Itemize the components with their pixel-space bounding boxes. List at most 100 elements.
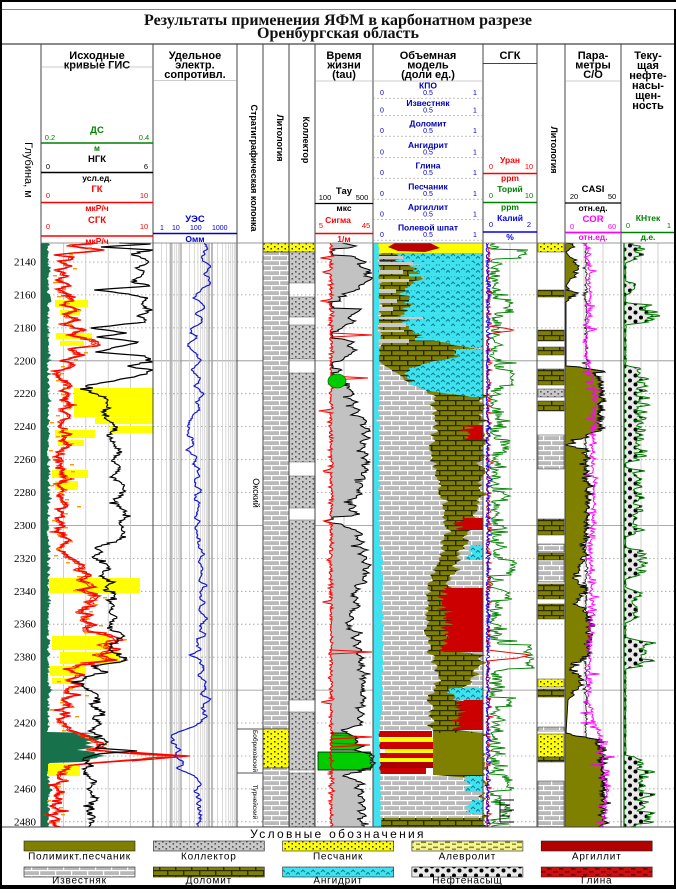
svg-text:щен-: щен- (635, 90, 661, 102)
svg-text:2440: 2440 (14, 751, 37, 763)
svg-text:модель: модель (407, 60, 449, 72)
svg-text:Известняк: Известняк (52, 876, 107, 887)
svg-text:Глубина, м: Глубина, м (22, 142, 34, 198)
svg-text:0.5: 0.5 (423, 191, 433, 198)
svg-text:0: 0 (46, 222, 50, 231)
svg-text:10: 10 (140, 222, 148, 231)
svg-text:(доли ед.): (доли ед.) (401, 69, 455, 81)
svg-text:1: 1 (473, 90, 477, 97)
svg-text:СГК: СГК (88, 215, 106, 226)
svg-text:10: 10 (525, 191, 533, 200)
svg-text:Торий: Торий (497, 184, 523, 194)
svg-text:2220: 2220 (14, 388, 37, 400)
svg-text:кривые ГИС: кривые ГИС (64, 60, 130, 72)
svg-text:Время: Время (326, 50, 361, 62)
svg-text:2420: 2420 (14, 718, 37, 730)
svg-text:0.5: 0.5 (423, 232, 433, 239)
svg-text:Калий: Калий (497, 213, 523, 223)
svg-text:Теку-: Теку- (634, 50, 662, 62)
svg-text:1/м: 1/м (337, 234, 350, 244)
svg-text:Тау: Тау (336, 186, 353, 197)
svg-text:0.5: 0.5 (423, 90, 433, 97)
svg-text:Бобриковский: Бобриковский (251, 730, 259, 772)
svg-text:0.5: 0.5 (423, 128, 433, 135)
svg-text:2200: 2200 (14, 355, 37, 367)
svg-text:Ангидрит: Ангидрит (408, 140, 448, 150)
svg-text:Известняк: Известняк (406, 98, 450, 108)
svg-text:0: 0 (380, 232, 384, 239)
svg-text:Турнейский: Турнейский (251, 785, 259, 820)
svg-text:отн.ед.: отн.ед. (578, 203, 607, 213)
svg-text:Коллектор: Коллектор (301, 117, 311, 164)
svg-text:Литология: Литология (549, 126, 559, 173)
svg-text:2300: 2300 (14, 520, 37, 532)
svg-text:1: 1 (160, 225, 164, 232)
svg-text:1: 1 (473, 128, 477, 135)
svg-text:0.5: 0.5 (423, 108, 433, 115)
svg-text:Полевой шпат: Полевой шпат (398, 223, 458, 233)
svg-text:60: 60 (608, 222, 616, 231)
svg-text:СГК: СГК (500, 50, 521, 62)
svg-text:ГК: ГК (91, 184, 102, 195)
svg-text:Омм: Омм (185, 234, 204, 244)
svg-text:ность: ность (632, 100, 664, 112)
svg-text:сопротивл.: сопротивл. (164, 69, 225, 81)
svg-text:0.4: 0.4 (139, 133, 149, 142)
svg-text:Окский: Окский (251, 478, 261, 508)
svg-text:1: 1 (473, 212, 477, 219)
svg-text:10: 10 (525, 162, 533, 171)
svg-text:С/О: С/О (583, 69, 603, 81)
svg-text:2360: 2360 (14, 619, 37, 631)
svg-text:Полимикт.песчаник: Полимикт.песчаник (28, 852, 131, 863)
svg-text:щая: щая (637, 60, 659, 72)
svg-text:насы-: насы- (632, 80, 664, 92)
svg-text:0: 0 (570, 222, 574, 231)
svg-text:0: 0 (380, 150, 384, 157)
svg-text:Стратиграфическая колонка: Стратиграфическая колонка (249, 104, 259, 232)
svg-text:1: 1 (667, 221, 671, 230)
svg-text:500: 500 (356, 193, 369, 202)
svg-text:Аргиллит: Аргиллит (408, 202, 448, 212)
svg-text:2240: 2240 (14, 421, 37, 433)
svg-text:10: 10 (140, 191, 148, 200)
svg-text:2280: 2280 (14, 487, 37, 499)
svg-text:2480: 2480 (14, 816, 37, 828)
svg-text:метры: метры (575, 60, 611, 72)
svg-text:2180: 2180 (14, 322, 37, 334)
svg-text:20: 20 (570, 192, 578, 201)
svg-text:2460: 2460 (14, 783, 37, 795)
svg-text:2320: 2320 (14, 553, 37, 565)
svg-text:0: 0 (380, 170, 384, 177)
svg-text:ppm: ppm (501, 173, 519, 183)
svg-text:усл.ед.: усл.ед. (82, 173, 112, 183)
svg-text:5: 5 (319, 221, 323, 230)
svg-text:жизни: жизни (326, 60, 360, 72)
svg-text:Глина: Глина (416, 161, 441, 171)
svg-text:Песчаник: Песчаник (313, 852, 363, 863)
svg-text:0.5: 0.5 (423, 170, 433, 177)
svg-text:2400: 2400 (14, 685, 37, 697)
svg-text:Нефтенасыщ: Нефтенасыщ (432, 875, 502, 887)
svg-text:0.5: 0.5 (423, 212, 433, 219)
svg-text:Объемная: Объемная (400, 50, 457, 62)
svg-text:1000: 1000 (212, 225, 228, 232)
svg-text:0: 0 (489, 162, 493, 171)
svg-text:мкс: мкс (336, 203, 351, 213)
svg-text:Удельное: Удельное (169, 50, 221, 62)
svg-text:0: 0 (489, 191, 493, 200)
svg-text:%: % (506, 232, 514, 242)
svg-text:100: 100 (319, 193, 332, 202)
svg-text:УЭС: УЭС (185, 214, 205, 225)
svg-text:Уран: Уран (500, 155, 520, 165)
svg-text:0: 0 (380, 128, 384, 135)
svg-text:2260: 2260 (14, 454, 37, 466)
svg-text:ДС: ДС (90, 125, 104, 136)
svg-text:Алевролит: Алевролит (439, 852, 496, 863)
svg-text:100: 100 (190, 225, 202, 232)
svg-text:2380: 2380 (14, 652, 37, 664)
svg-text:(tau): (tau) (332, 69, 356, 81)
svg-text:мкР/ч: мкР/ч (85, 236, 109, 246)
svg-text:6: 6 (144, 162, 148, 171)
svg-text:2140: 2140 (14, 257, 37, 269)
svg-text:CASI: CASI (582, 184, 605, 195)
